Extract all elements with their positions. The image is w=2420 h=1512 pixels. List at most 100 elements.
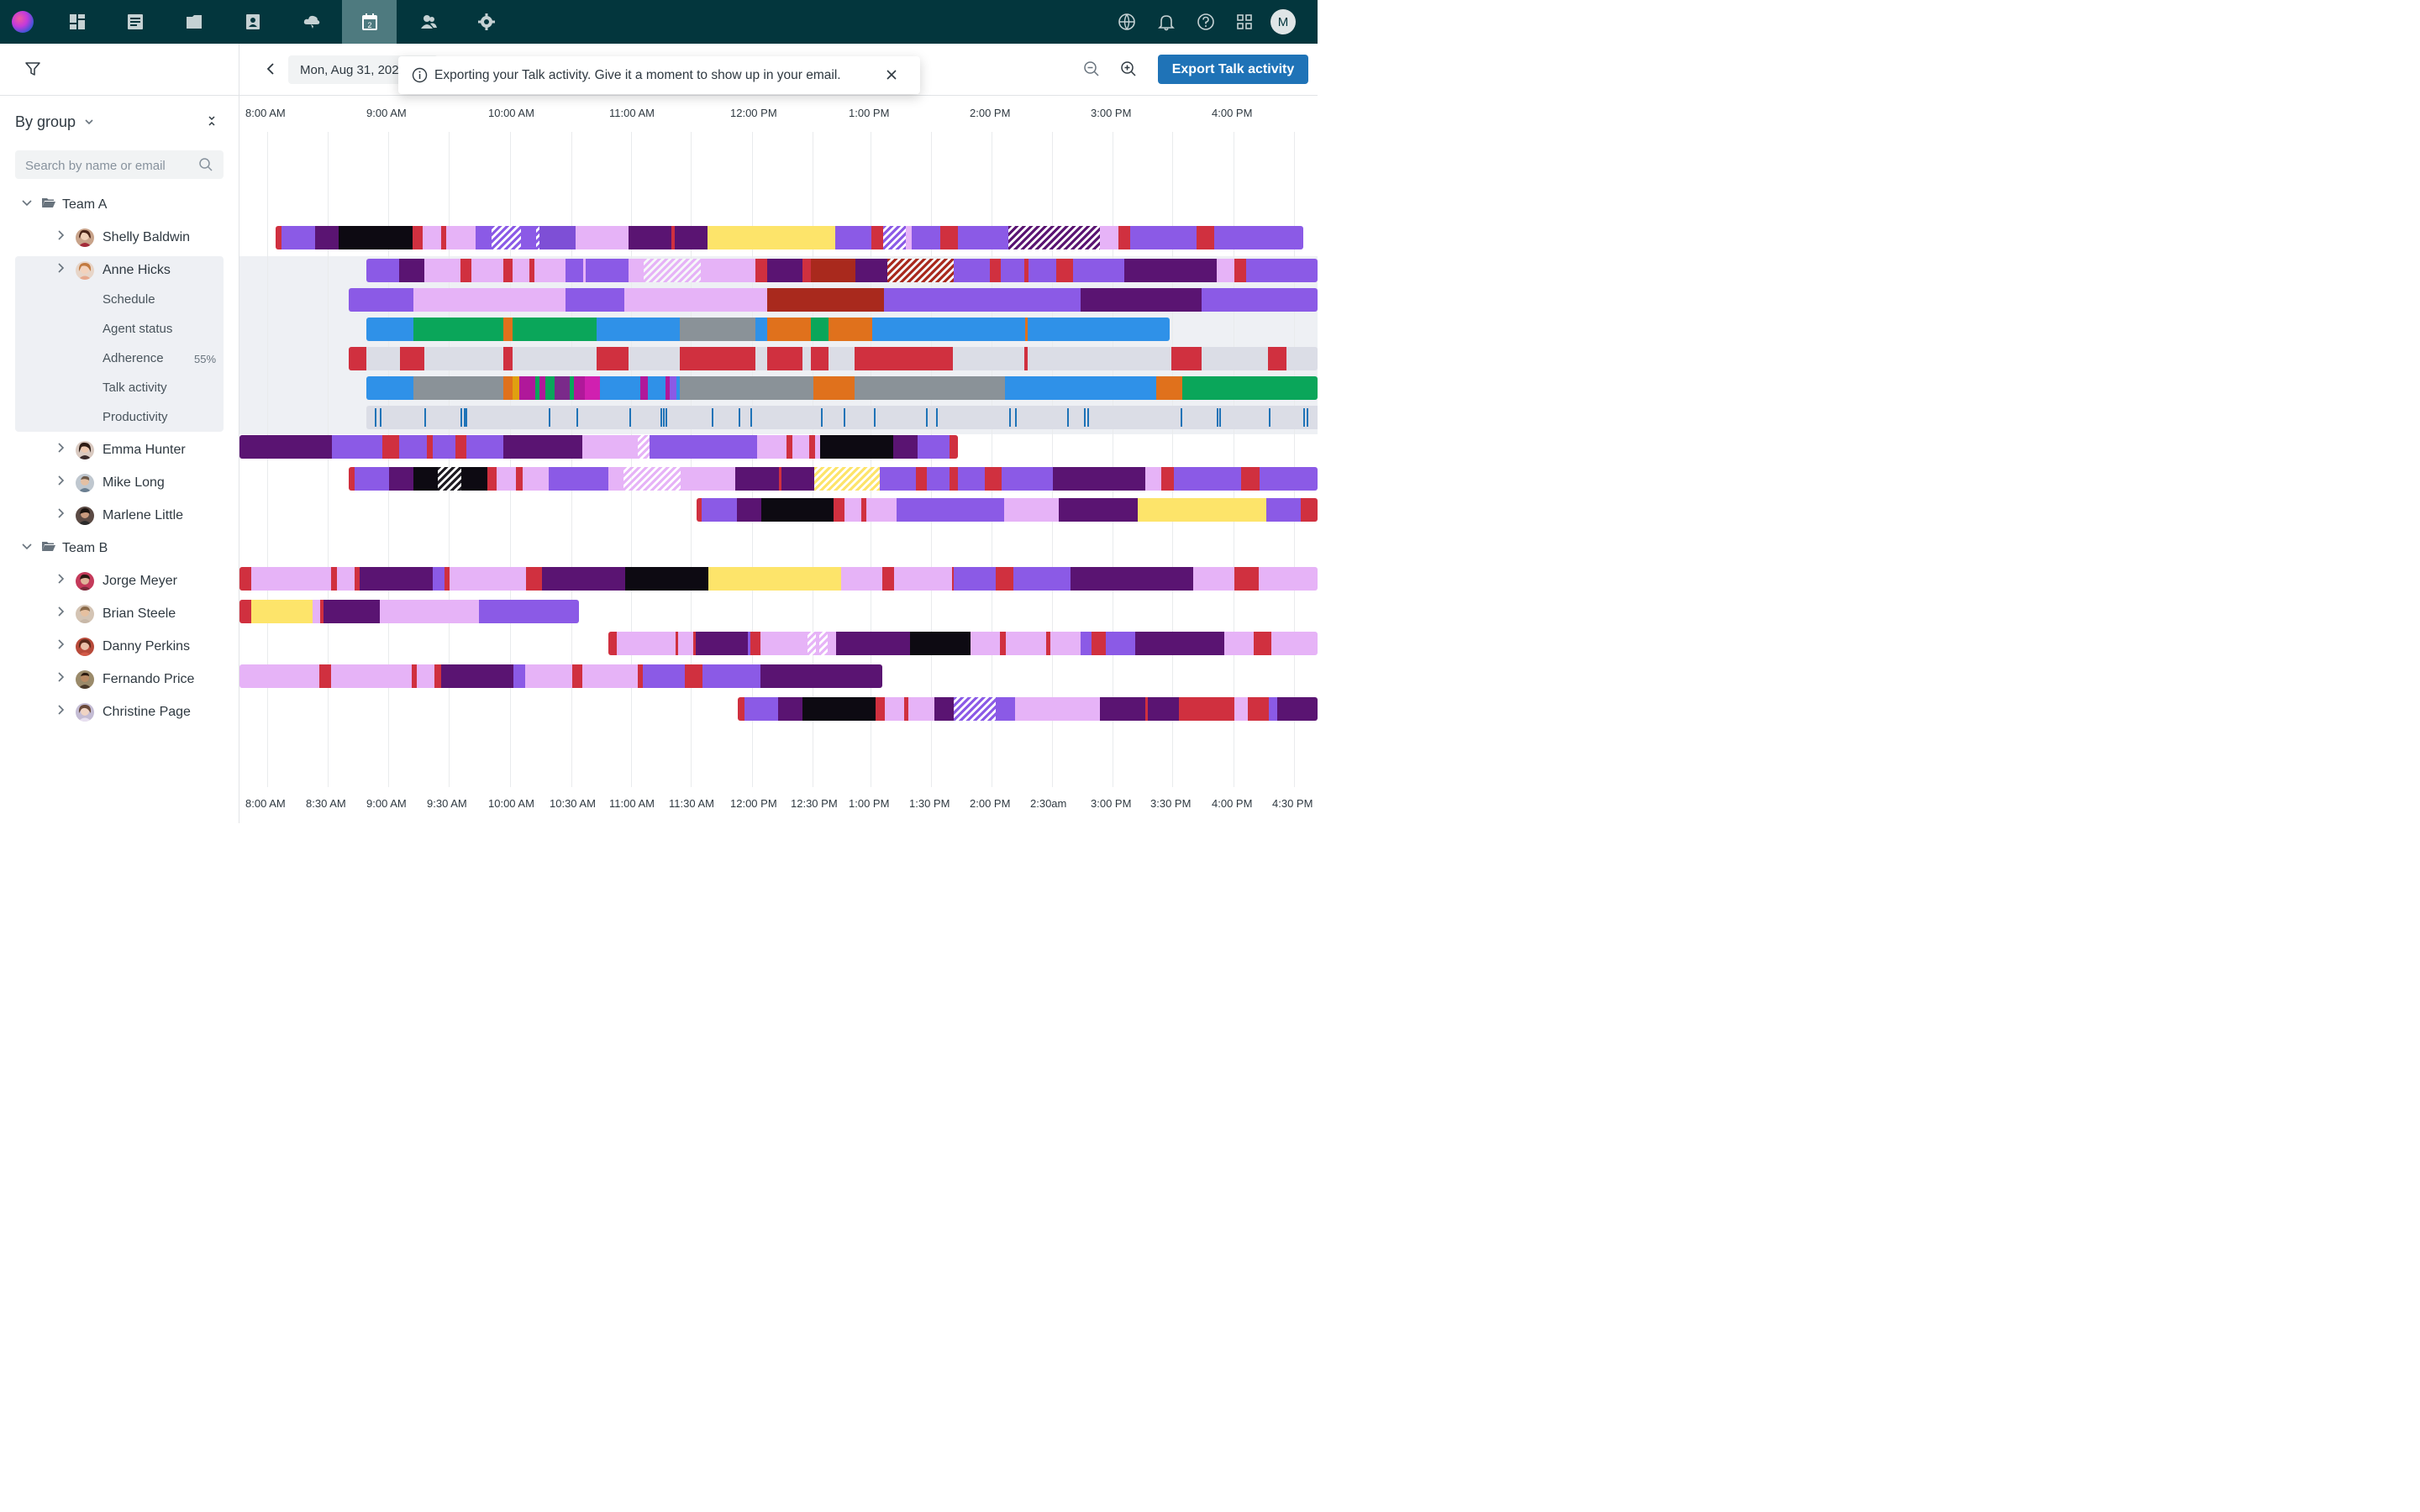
activity-segment[interactable] bbox=[666, 376, 670, 400]
activity-segment[interactable] bbox=[629, 226, 671, 249]
activity-segment[interactable] bbox=[1024, 347, 1028, 370]
activity-segment[interactable] bbox=[811, 259, 855, 282]
activity-segment[interactable] bbox=[855, 376, 1005, 400]
activity-segment[interactable] bbox=[735, 467, 779, 491]
activity-segment[interactable] bbox=[441, 226, 446, 249]
activity-segment[interactable] bbox=[887, 697, 904, 721]
activity-segment[interactable] bbox=[678, 632, 693, 655]
activity-segment[interactable] bbox=[811, 347, 829, 370]
activity-segment[interactable] bbox=[701, 259, 755, 282]
activity-segment[interactable] bbox=[382, 435, 399, 459]
timeline-bar-row[interactable] bbox=[239, 318, 1318, 341]
activity-segment[interactable] bbox=[1148, 697, 1179, 721]
activity-segment[interactable] bbox=[576, 226, 629, 249]
activity-segment[interactable] bbox=[702, 664, 760, 688]
talk-call-marker[interactable] bbox=[464, 408, 466, 427]
activity-segment[interactable] bbox=[450, 567, 526, 591]
activity-segment[interactable] bbox=[413, 376, 503, 400]
activity-segment[interactable] bbox=[319, 664, 331, 688]
activity-segment[interactable] bbox=[539, 226, 576, 249]
activity-segment[interactable] bbox=[389, 467, 413, 491]
talk-call-marker[interactable] bbox=[576, 408, 578, 427]
activity-segment[interactable] bbox=[908, 697, 934, 721]
activity-segment[interactable] bbox=[638, 664, 643, 688]
agent-row[interactable]: Shelly Baldwin bbox=[0, 221, 239, 254]
activity-segment[interactable] bbox=[413, 467, 438, 491]
chevron-right-icon[interactable] bbox=[55, 262, 66, 278]
activity-segment[interactable] bbox=[625, 567, 708, 591]
activity-segment[interactable] bbox=[582, 664, 638, 688]
activity-segment[interactable] bbox=[940, 226, 958, 249]
activity-segment[interactable] bbox=[850, 632, 910, 655]
activity-segment[interactable] bbox=[638, 435, 650, 459]
activity-segment[interactable] bbox=[1241, 467, 1260, 491]
activity-segment[interactable] bbox=[744, 697, 778, 721]
timeline-bar-row[interactable] bbox=[239, 697, 1318, 721]
activity-segment[interactable] bbox=[767, 259, 802, 282]
activity-segment[interactable] bbox=[629, 259, 644, 282]
talk-call-marker[interactable] bbox=[739, 408, 740, 427]
activity-segment[interactable] bbox=[670, 376, 676, 400]
activity-segment[interactable] bbox=[532, 664, 572, 688]
activity-segment[interactable] bbox=[1266, 498, 1301, 522]
activity-segment[interactable] bbox=[1001, 259, 1024, 282]
agent-row[interactable]: Fernando Price bbox=[0, 663, 239, 696]
talk-call-marker[interactable] bbox=[1087, 408, 1089, 427]
activity-segment[interactable] bbox=[808, 632, 816, 655]
activity-segment[interactable] bbox=[513, 259, 529, 282]
activity-segment[interactable] bbox=[239, 664, 319, 688]
activity-segment[interactable] bbox=[239, 567, 251, 591]
activity-segment[interactable] bbox=[802, 347, 811, 370]
activity-segment[interactable] bbox=[413, 226, 423, 249]
activity-segment[interactable] bbox=[792, 435, 809, 459]
activity-segment[interactable] bbox=[539, 376, 545, 400]
activity-segment[interactable] bbox=[487, 467, 497, 491]
activity-segment[interactable] bbox=[1286, 347, 1318, 370]
activity-segment[interactable] bbox=[1004, 498, 1059, 522]
activity-segment[interactable] bbox=[708, 567, 841, 591]
zoom-in-icon[interactable] bbox=[1120, 60, 1137, 81]
activity-segment[interactable] bbox=[820, 435, 893, 459]
activity-segment[interactable] bbox=[906, 226, 912, 249]
activity-segment[interactable] bbox=[366, 376, 413, 400]
activity-segment[interactable] bbox=[1174, 467, 1241, 491]
activity-segment[interactable] bbox=[433, 567, 445, 591]
activity-segment[interactable] bbox=[446, 226, 476, 249]
chevron-right-icon[interactable] bbox=[55, 573, 66, 589]
search-input[interactable] bbox=[15, 150, 195, 181]
activity-segment[interactable] bbox=[460, 259, 471, 282]
activity-segment[interactable] bbox=[349, 467, 355, 491]
activity-segment[interactable] bbox=[1059, 498, 1103, 522]
activity-segment[interactable] bbox=[423, 226, 441, 249]
activity-segment[interactable] bbox=[1145, 697, 1148, 721]
talk-call-marker[interactable] bbox=[1009, 408, 1011, 427]
activity-segment[interactable] bbox=[1259, 567, 1318, 591]
activity-segment[interactable] bbox=[954, 259, 990, 282]
chevron-right-icon[interactable] bbox=[55, 671, 66, 687]
talk-call-marker[interactable] bbox=[1067, 408, 1069, 427]
activity-segment[interactable] bbox=[737, 498, 761, 522]
activity-segment[interactable] bbox=[1118, 226, 1130, 249]
timeline-bar-row[interactable] bbox=[239, 226, 1318, 249]
activity-segment[interactable] bbox=[529, 259, 534, 282]
activity-segment[interactable] bbox=[829, 347, 855, 370]
talk-call-marker[interactable] bbox=[712, 408, 713, 427]
activity-segment[interactable] bbox=[876, 697, 885, 721]
activity-segment[interactable] bbox=[809, 435, 815, 459]
activity-segment[interactable] bbox=[349, 288, 413, 312]
timeline-bar-row[interactable] bbox=[239, 347, 1318, 370]
activity-segment[interactable] bbox=[681, 467, 735, 491]
talk-call-marker[interactable] bbox=[1217, 408, 1218, 427]
talk-call-marker[interactable] bbox=[466, 408, 467, 427]
activity-segment[interactable] bbox=[680, 347, 755, 370]
activity-segment[interactable] bbox=[893, 435, 918, 459]
activity-segment[interactable] bbox=[600, 376, 640, 400]
activity-segment[interactable] bbox=[1179, 697, 1234, 721]
talk-call-marker[interactable] bbox=[1307, 408, 1308, 427]
activity-segment[interactable] bbox=[555, 376, 570, 400]
chevron-right-icon[interactable] bbox=[55, 507, 66, 523]
activity-segment[interactable] bbox=[882, 567, 894, 591]
activity-segment[interactable] bbox=[883, 226, 906, 249]
activity-segment[interactable] bbox=[251, 567, 331, 591]
activity-segment[interactable] bbox=[696, 632, 748, 655]
